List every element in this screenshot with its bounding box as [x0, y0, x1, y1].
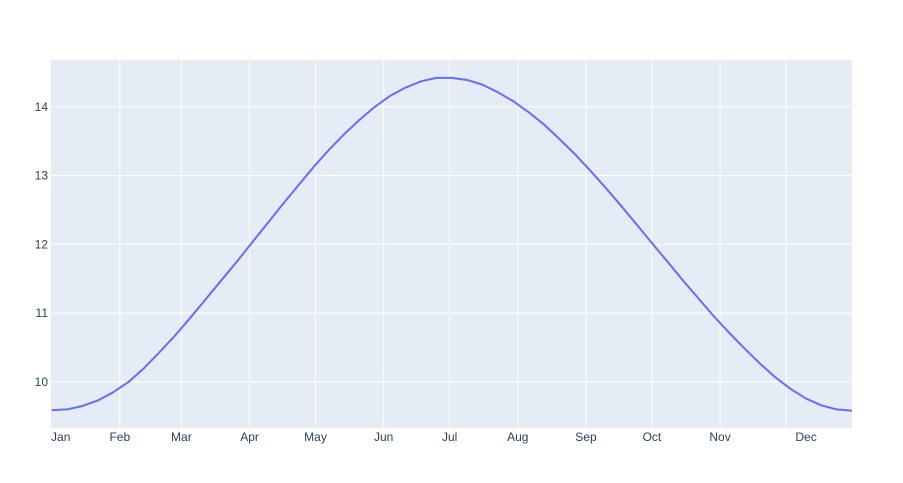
- y-tick-label: 14: [35, 100, 49, 114]
- x-tick-label: Oct: [643, 430, 662, 444]
- x-tick-label: Jan: [51, 430, 70, 444]
- y-axis-tick-labels: 10 11 12 13 14: [35, 100, 49, 389]
- x-tick-label: Nov: [709, 430, 730, 444]
- x-tick-label: Apr: [240, 430, 259, 444]
- x-tick-label: Dec: [795, 430, 816, 444]
- x-axis-tick-labels: Jan Feb Mar Apr May Jun Jul Aug Sep Oct Nov Dec: [51, 430, 817, 444]
- x-tick-label: Jul: [442, 430, 457, 444]
- x-tick-label: Mar: [171, 430, 192, 444]
- x-tick-label: Jun: [374, 430, 393, 444]
- x-tick-label: May: [304, 430, 327, 444]
- y-tick-label: 13: [35, 169, 49, 183]
- x-tick-label: Sep: [575, 430, 597, 444]
- y-tick-label: 10: [35, 375, 49, 389]
- y-tick-label: 12: [35, 237, 49, 251]
- x-tick-label: Aug: [507, 430, 528, 444]
- x-tick-label: Feb: [109, 430, 130, 444]
- y-tick-label: 11: [36, 306, 49, 320]
